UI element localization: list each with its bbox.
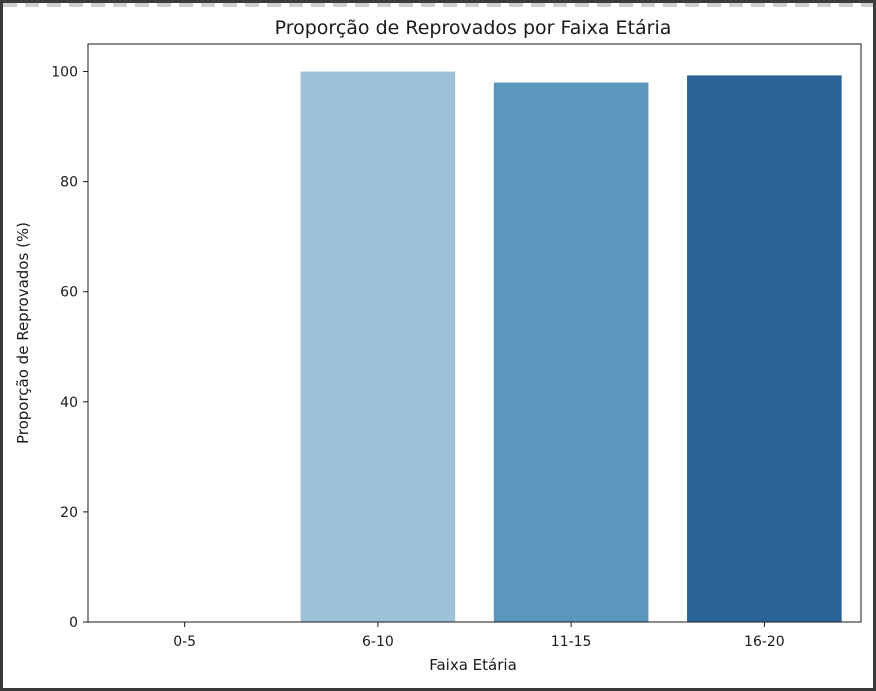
y-tick-label: 40 [60,395,78,411]
x-tick-label: 0-5 [173,634,196,650]
bar-16-20 [687,75,842,623]
y-tick-label: 0 [69,615,78,631]
x-tick-label: 6-10 [362,634,394,650]
bar-11-15 [493,82,649,623]
y-tick-label: 60 [60,285,78,301]
axes-frame [87,43,862,623]
y-tick-label: 80 [60,175,78,191]
y-axis-label: Proporção de Reprovados (%) [14,222,32,444]
x-axis-label: Faixa Etária [429,656,517,674]
y-tick-label: 100 [51,65,78,81]
y-tick-label: 20 [60,505,78,521]
x-tick-label: 16-20 [744,634,785,650]
cropped-output-strip [3,3,873,7]
bar-6-10 [300,71,456,623]
chart-title: Proporção de Reprovados por Faixa Etária [275,17,672,39]
plot-area: 0-5 6-10 11-15 16-20 0 20 40 60 80 100 [51,65,842,650]
x-tick-label: 11-15 [551,634,592,650]
